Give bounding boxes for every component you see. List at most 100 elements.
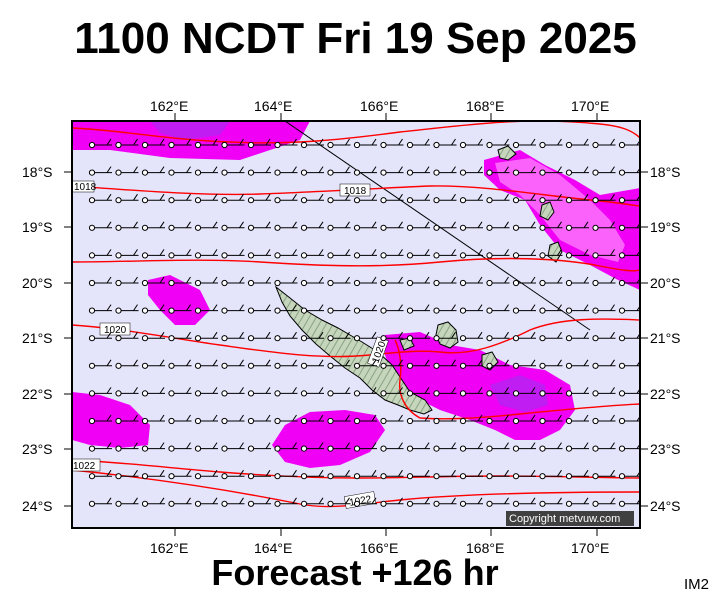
wind-barb [539, 221, 563, 231]
wind-barb [565, 414, 589, 425]
lat-labels-right: 18°S 19°S 20°S 21°S 22°S 23°S 24°S [650, 164, 681, 514]
wind-barb [565, 166, 589, 176]
wind-barb [512, 387, 536, 397]
wind-barb [406, 442, 430, 452]
map-title: 1100 NCDT Fri 19 Sep 2025 [74, 14, 637, 63]
wind-barb [539, 193, 563, 204]
wind-barb [592, 304, 616, 314]
wind-barb [592, 359, 616, 369]
island-vanuatu-1 [497, 145, 517, 161]
wind-barb [539, 359, 563, 369]
wind-barb [247, 414, 271, 425]
wind-barb [274, 304, 298, 314]
wind-barb [194, 138, 218, 149]
wind-barb [486, 497, 510, 507]
wind-barb [194, 469, 218, 480]
wind-barb [459, 497, 483, 507]
wind-barb [300, 138, 324, 149]
wind-barb [353, 166, 377, 176]
wind-barb [512, 166, 536, 176]
lon-label: 168°E [466, 540, 504, 556]
wind-barb [592, 331, 616, 342]
wind-barb [459, 331, 483, 342]
wind-barb [486, 249, 510, 259]
wind-barb [433, 387, 457, 397]
wind-barb [380, 359, 404, 369]
wind-barb [194, 193, 218, 204]
wind-barb [274, 221, 298, 231]
wind-barb [406, 304, 430, 314]
wind-barb [565, 304, 589, 314]
lon-label: 166°E [360, 540, 398, 556]
wind-barb [194, 221, 218, 231]
wind-barb [221, 387, 245, 397]
wind-barb [486, 276, 510, 287]
isobar-line [72, 318, 640, 358]
wind-barb [247, 359, 271, 369]
wind-barb [353, 442, 377, 452]
wind-barb [300, 442, 324, 452]
wind-barb [592, 442, 616, 452]
island-vanuatu-3 [547, 241, 563, 263]
wind-barb [274, 387, 298, 397]
wind-barb [221, 249, 245, 259]
lon-label: 168°E [466, 98, 504, 114]
wind-barb [327, 304, 351, 314]
wind-barb [592, 387, 616, 397]
wind-barb [433, 166, 457, 176]
wind-barb [486, 414, 510, 425]
rain-area-south [272, 410, 385, 468]
wind-barb [565, 221, 589, 231]
wind-barb [512, 497, 536, 507]
wind-barb [88, 304, 112, 314]
wind-barb [353, 249, 377, 259]
wind-barb [433, 359, 457, 369]
wind-barb [327, 331, 351, 342]
wind-barb [88, 166, 112, 176]
wind-barb [433, 221, 457, 231]
wind-barb [406, 469, 430, 480]
wind-barb [88, 331, 112, 342]
wind-barb [486, 469, 510, 480]
wind-barb [141, 221, 165, 231]
lat-label: 20°S [22, 275, 53, 291]
wind-barb [353, 276, 377, 287]
wind-barb [459, 276, 483, 287]
lon-labels-top: 162°E 164°E 166°E 168°E 170°E [150, 98, 609, 114]
land-areas [274, 145, 563, 415]
wind-barb [565, 331, 589, 342]
wind-barb [274, 276, 298, 287]
wind-barb [353, 387, 377, 397]
wind-barb [168, 138, 192, 149]
wind-barb [115, 249, 139, 259]
wind-barb [247, 166, 271, 176]
wind-barb [247, 138, 271, 149]
wind-barb [168, 442, 192, 452]
isobar-line [72, 121, 640, 144]
lon-label: 170°E [571, 98, 609, 114]
wind-barb [141, 469, 165, 480]
wind-barb [247, 193, 271, 204]
wind-barb [380, 414, 404, 425]
wind-barb [194, 331, 218, 342]
lat-label: 24°S [22, 498, 53, 514]
wind-barb [88, 497, 112, 507]
wind-barb [221, 193, 245, 204]
lat-label: 21°S [650, 330, 681, 346]
wind-barb [459, 166, 483, 176]
wind-barb [406, 249, 430, 259]
wind-barb [88, 359, 112, 369]
isobar-line [72, 185, 640, 207]
wind-barb [168, 249, 192, 259]
wind-barb [221, 304, 245, 314]
wind-barb [88, 221, 112, 231]
wind-barb [168, 331, 192, 342]
wind-barb [115, 331, 139, 342]
wind-barb [300, 359, 324, 369]
wind-barb [327, 249, 351, 259]
wind-barb [327, 166, 351, 176]
wind-barb [88, 469, 112, 480]
wind-barb [168, 193, 192, 204]
wind-barb [327, 442, 351, 452]
